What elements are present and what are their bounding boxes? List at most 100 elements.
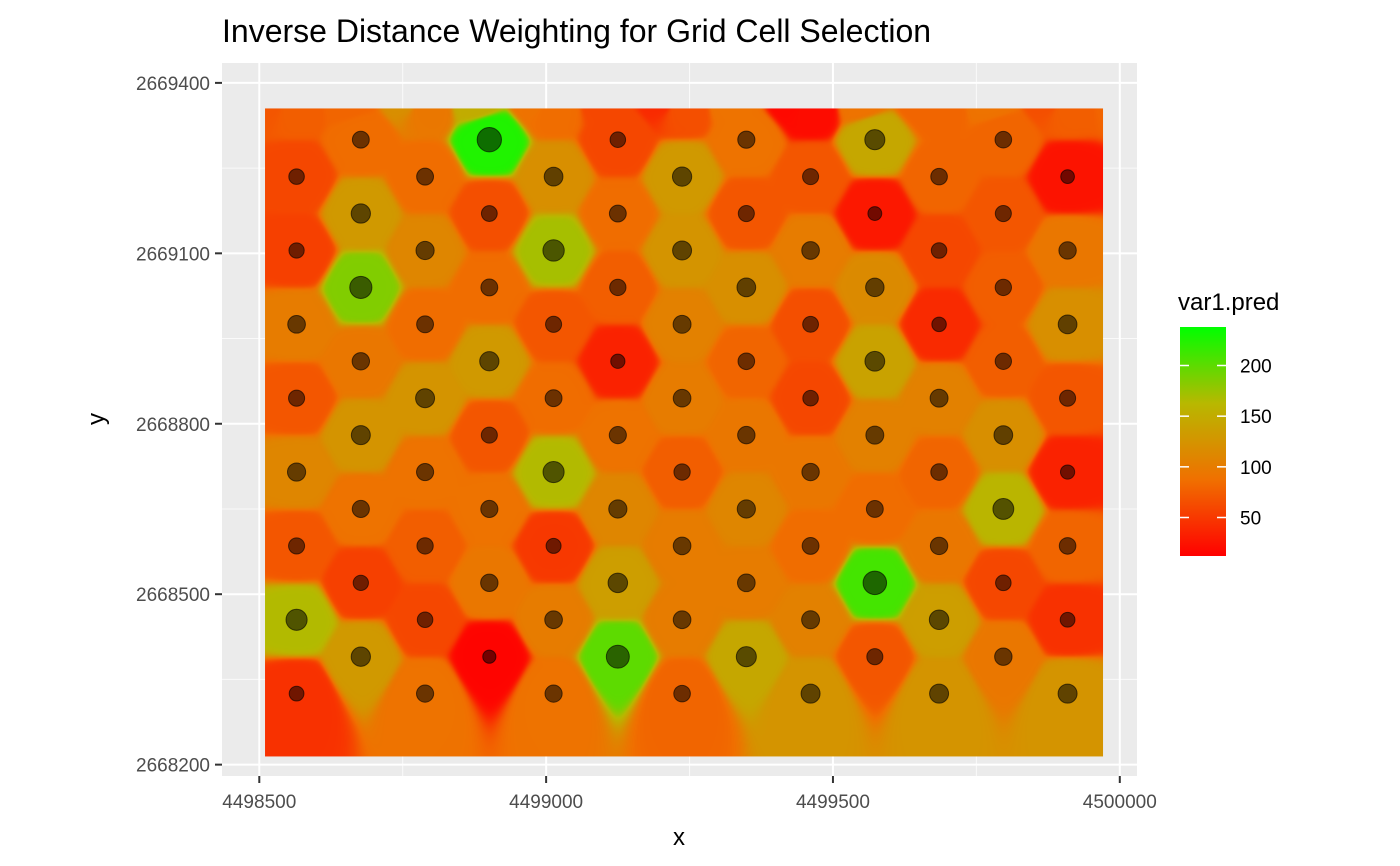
data-point-49 [609,278,627,297]
data-point-30 [671,166,693,187]
x-tick-label-3: 4500000 [1083,792,1157,813]
data-point-113 [482,649,497,664]
data-point-48 [480,278,499,297]
data-point-26 [994,130,1013,149]
data-point-117 [994,647,1013,666]
data-point-54 [416,315,435,334]
data-point-80 [416,462,435,482]
x-axis: 4498500 4499000 4499500 4500000 [222,776,1157,813]
data-point-84 [930,463,948,481]
data-point-70 [802,389,819,407]
data-point-45 [930,242,948,259]
data-point-109 [801,610,821,630]
data-point-53 [287,315,306,334]
data-point-50 [736,277,757,298]
legend-label-3: 200 [1240,357,1272,378]
data-point-115 [735,646,757,668]
data-point-68 [544,389,563,408]
legend-colorbar [1180,327,1226,556]
y-tick-label-1: 2668500 [136,585,210,606]
y-axis-title: y [83,413,110,425]
data-point-52 [994,278,1013,297]
data-point-25 [864,129,886,151]
data-point-111 [1059,611,1076,628]
data-point-103 [862,570,888,596]
y-tick-label-0: 2668200 [136,756,210,777]
x-axis-title: x [673,824,685,851]
data-point-92 [288,537,306,555]
data-point-91 [992,498,1015,520]
data-point-37 [737,205,755,223]
data-point-66 [288,389,306,407]
color-legend: var1.pred 50 100 150 200 [1178,289,1279,556]
data-point-42 [542,239,565,262]
data-point-110 [928,609,950,631]
data-point-96 [801,536,820,555]
data-point-99 [352,574,369,591]
x-tick-label-2: 4499500 [796,792,870,813]
data-point-72 [1059,389,1077,407]
data-point-112 [350,646,371,667]
data-point-71 [929,388,949,408]
data-point-39 [994,205,1012,223]
data-point-75 [608,426,627,445]
data-point-61 [479,351,500,372]
data-point-123 [929,683,950,704]
data-point-58 [931,316,947,333]
data-point-108 [672,610,692,630]
data-point-43 [672,240,693,261]
data-point-77 [865,425,885,445]
x-tick-label-0: 4498500 [222,792,296,813]
data-point-64 [864,350,886,372]
data-point-98 [1058,537,1077,555]
data-point-51 [865,277,885,298]
data-point-87 [480,499,499,519]
data-point-106 [416,611,434,629]
data-point-89 [736,499,756,519]
data-point-69 [672,388,692,408]
legend-title: var1.pred [1178,289,1279,316]
data-point-119 [416,684,435,703]
sample-points [285,127,1078,704]
data-point-22 [476,127,502,153]
data-point-40 [288,242,305,259]
data-point-23 [609,131,627,148]
data-point-88 [608,499,628,519]
data-point-63 [737,352,756,371]
idw-raster [265,108,1104,757]
data-point-83 [801,462,820,482]
data-point-36 [608,204,627,223]
data-point-86 [351,499,370,519]
data-point-76 [737,425,756,445]
data-point-60 [351,352,371,371]
data-point-34 [350,203,371,224]
data-point-107 [544,610,563,630]
data-point-46 [1058,241,1077,260]
legend-ticks: 50 100 150 200 [1180,357,1272,529]
data-point-44 [801,241,820,260]
data-point-95 [672,536,692,556]
data-point-57 [802,315,819,333]
data-point-120 [544,684,563,703]
data-point-101 [607,572,629,594]
data-point-56 [672,314,692,334]
chart-title: Inverse Distance Weighting for Grid Cell… [222,13,931,49]
data-point-21 [351,130,370,149]
data-point-116 [866,648,884,666]
data-point-47 [349,275,373,300]
data-point-93 [416,537,434,555]
legend-label-1: 100 [1240,458,1272,479]
data-point-102 [736,573,756,593]
y-axis: 2668200 2668500 2668800 2669100 2669400 [136,74,222,777]
data-point-78 [993,425,1014,445]
data-point-74 [480,426,498,444]
data-point-55 [545,315,563,333]
data-point-59 [1057,314,1078,335]
data-point-100 [480,573,499,593]
data-point-90 [865,500,884,518]
y-tick-label-4: 2669400 [136,74,210,95]
x-tick-label-1: 4499000 [509,792,583,813]
data-point-29 [543,166,564,187]
legend-label-0: 50 [1240,508,1261,529]
data-point-105 [285,608,308,631]
